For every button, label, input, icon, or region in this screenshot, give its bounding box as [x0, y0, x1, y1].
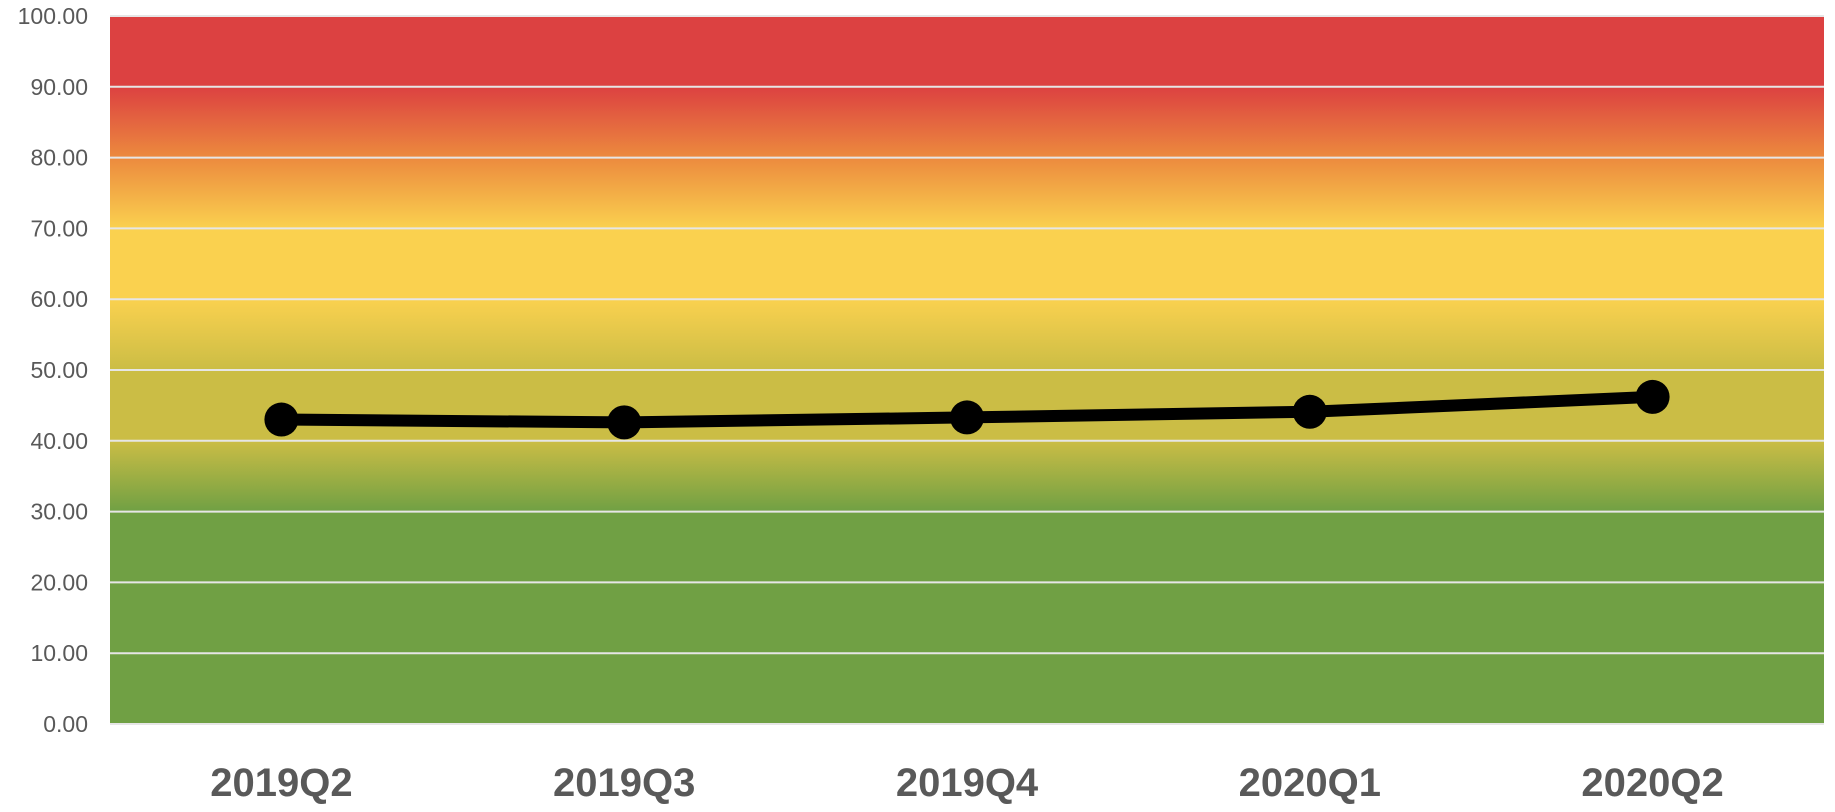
gridlines	[110, 15, 1824, 725]
x-tick-label: 2020Q1	[1239, 761, 1381, 805]
y-tick-label: 20.00	[30, 569, 88, 595]
y-tick-label: 0.00	[43, 711, 88, 737]
y-tick-label: 90.00	[30, 74, 88, 100]
y-tick-label: 60.00	[30, 286, 88, 312]
data-point	[1635, 379, 1670, 414]
y-tick-label: 100.00	[18, 3, 88, 29]
x-tick-label: 2019Q3	[553, 761, 695, 805]
y-tick-label: 30.00	[30, 499, 88, 525]
y-tick-label: 40.00	[30, 428, 88, 454]
x-tick-label: 2020Q2	[1581, 761, 1723, 805]
x-tick-label: 2019Q2	[210, 761, 352, 805]
y-axis: 0.00 10.00 20.00 30.00 40.00 50.00 60.00 70.00 8…	[18, 3, 88, 737]
y-tick-label: 10.00	[30, 640, 88, 666]
y-tick-label: 70.00	[30, 215, 88, 241]
y-tick-label: 50.00	[30, 357, 88, 383]
y-tick-label: 80.00	[30, 145, 88, 171]
data-point	[1292, 394, 1327, 429]
x-tick-label: 2019Q4	[896, 761, 1039, 805]
series-layer	[264, 379, 1670, 440]
x-axis: 2019Q2 2019Q3 2019Q4 2020Q1 2020Q2	[210, 761, 1724, 805]
data-point	[607, 405, 642, 440]
data-point	[950, 400, 984, 435]
data-point	[264, 402, 299, 437]
